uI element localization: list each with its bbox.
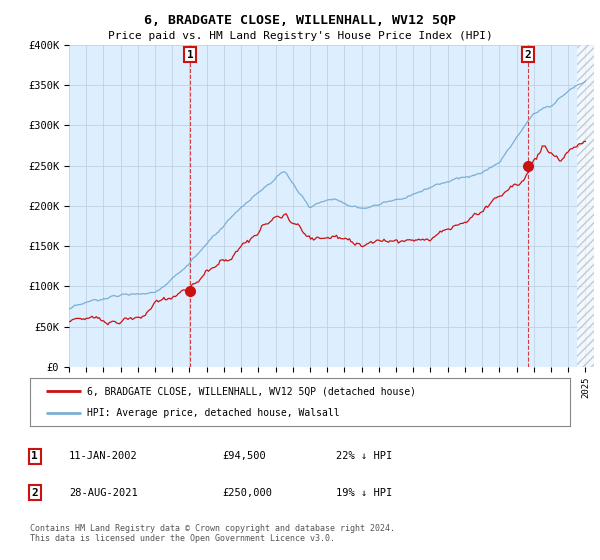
Text: 6, BRADGATE CLOSE, WILLENHALL, WV12 5QP: 6, BRADGATE CLOSE, WILLENHALL, WV12 5QP [144,14,456,27]
Text: 11-JAN-2002: 11-JAN-2002 [69,451,138,461]
Text: 6, BRADGATE CLOSE, WILLENHALL, WV12 5QP (detached house): 6, BRADGATE CLOSE, WILLENHALL, WV12 5QP … [86,386,416,396]
Text: £250,000: £250,000 [222,488,272,498]
Text: 2: 2 [524,50,531,59]
Text: 28-AUG-2021: 28-AUG-2021 [69,488,138,498]
Text: 22% ↓ HPI: 22% ↓ HPI [336,451,392,461]
Text: Price paid vs. HM Land Registry's House Price Index (HPI): Price paid vs. HM Land Registry's House … [107,31,493,41]
Text: 1: 1 [31,451,38,461]
Text: £94,500: £94,500 [222,451,266,461]
Text: HPI: Average price, detached house, Walsall: HPI: Average price, detached house, Wals… [86,408,340,418]
Text: Contains HM Land Registry data © Crown copyright and database right 2024.
This d: Contains HM Land Registry data © Crown c… [30,524,395,543]
Text: 1: 1 [187,50,194,59]
Text: 19% ↓ HPI: 19% ↓ HPI [336,488,392,498]
Text: 2: 2 [31,488,38,498]
